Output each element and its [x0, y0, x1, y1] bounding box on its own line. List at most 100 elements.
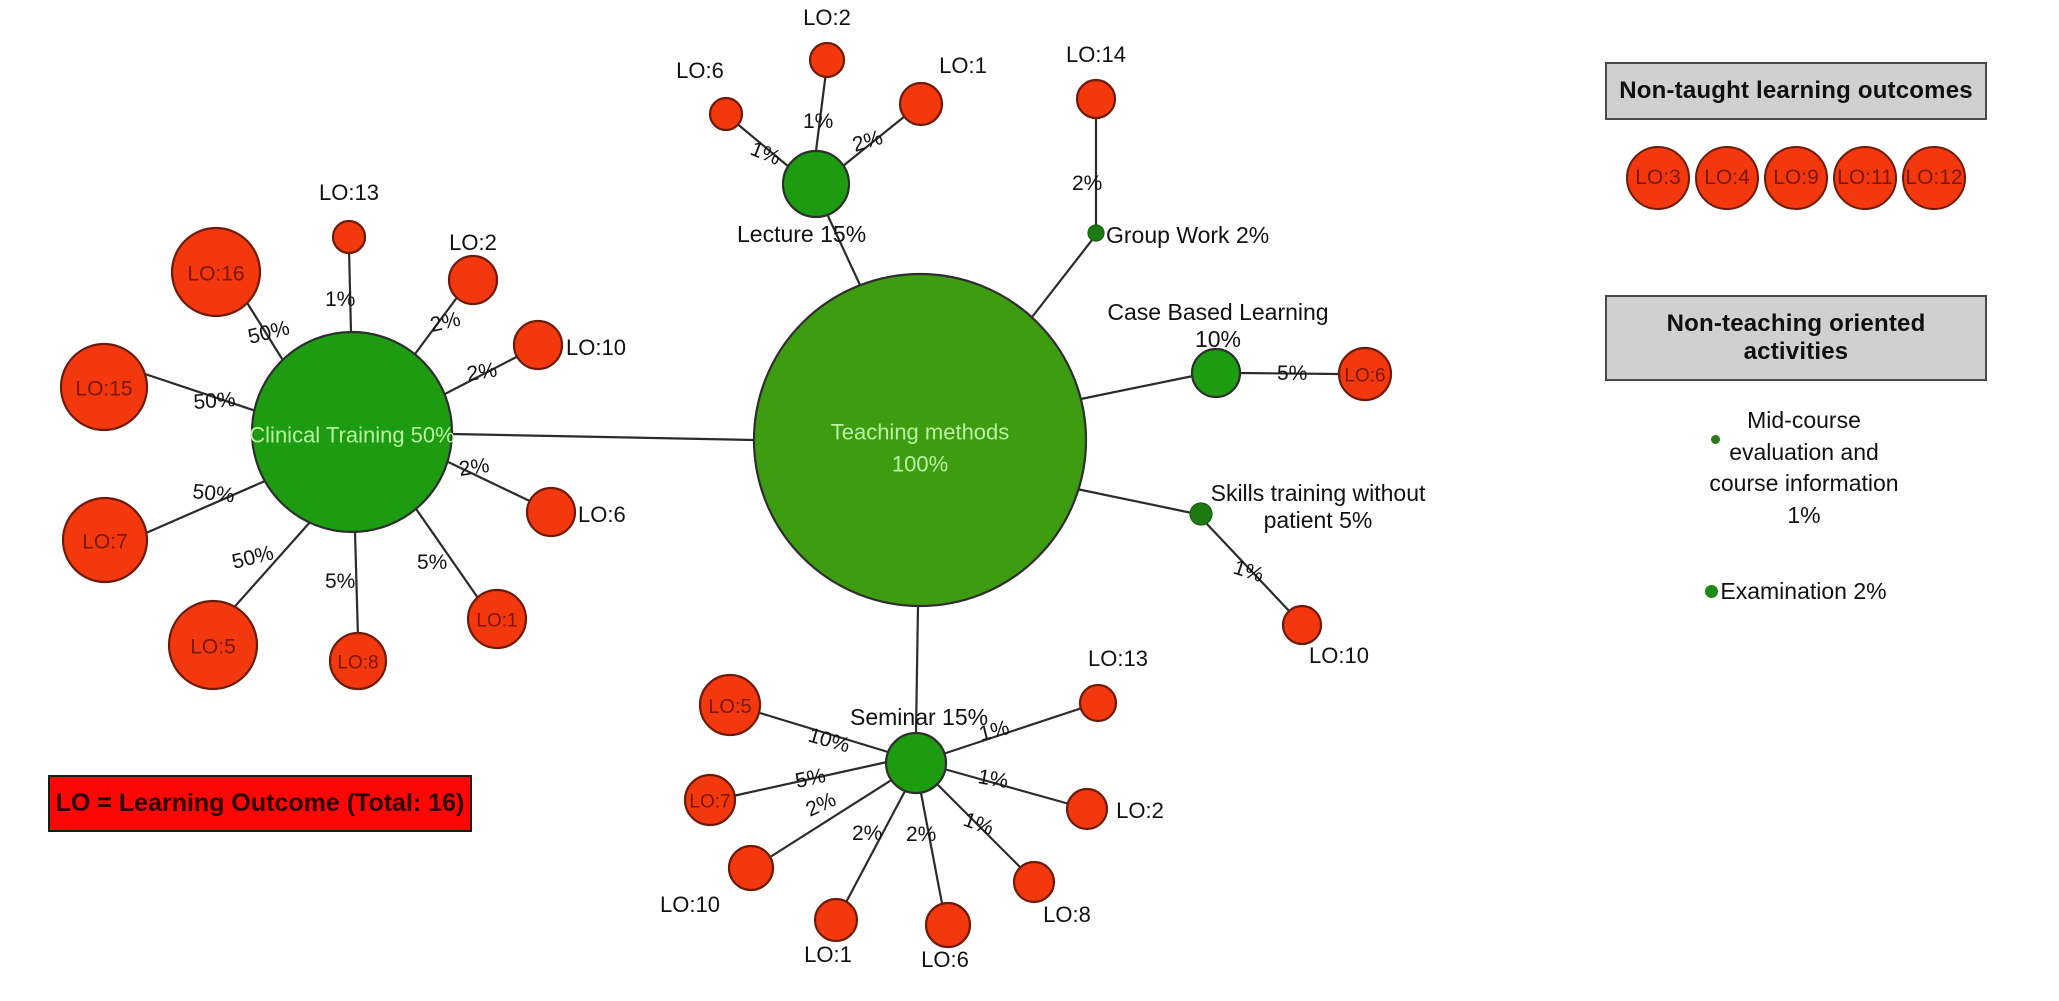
lo-node-label: LO:1 [476, 611, 517, 632]
non-taught-chip-row: LO:3 LO:4 LO:9 LO:11 LO:12 [1605, 146, 1987, 210]
lo-node-clinical-lo7[interactable] [61, 496, 149, 584]
lo-node-label: LO:2 [1116, 798, 1164, 823]
lo-node-lecture-lo6[interactable] [708, 96, 744, 132]
lo-node-clinical-lo8[interactable] [328, 631, 388, 691]
lo-node-label: LO:13 [1088, 646, 1148, 671]
lo-node-label: LO:7 [82, 531, 128, 554]
lo-node-seminar-lo5[interactable] [698, 673, 762, 737]
pct-label: 50% [246, 316, 292, 348]
activity-line: 1% [1787, 502, 1821, 529]
lo-chip[interactable]: LO:12 [1902, 146, 1966, 210]
hub-node-seminar[interactable] [884, 731, 948, 795]
lo-node-label: LO:14 [1066, 42, 1126, 67]
lo-node-label: LO:6 [1344, 366, 1385, 387]
hub-node-case-based-learning[interactable] [1190, 347, 1242, 399]
lo-node-lecture-lo2[interactable] [808, 41, 846, 79]
lo-node-label: LO:1 [939, 53, 987, 78]
clinical-pct-labels: 50% 50% 50% 50% 5% 5% 2% 2% 2% 1% [191, 288, 498, 593]
green-dot-icon [1705, 584, 1719, 598]
edge-seminar-lo1 [842, 790, 906, 909]
lo-node-label: LO:15 [75, 378, 132, 401]
lo-chip[interactable]: LO:11 [1833, 146, 1897, 210]
lo-node-clinical-lo15[interactable] [59, 342, 149, 432]
pct-label: 1% [976, 765, 1010, 793]
green-dot-icon [1711, 435, 1720, 444]
edge-hub-lecture [827, 215, 861, 286]
lo-node-label: LO:5 [708, 696, 751, 718]
pct-label: 2% [852, 822, 882, 845]
pct-label: 5% [417, 551, 447, 574]
lo-chip[interactable]: LO:9 [1764, 146, 1828, 210]
pct-label: 1% [747, 137, 784, 170]
pct-label: 5% [1277, 362, 1307, 385]
lo-node-lecture-lo1[interactable] [898, 81, 944, 127]
lo-node-clinical-lo16[interactable] [170, 226, 262, 318]
pct-label: 2% [906, 823, 936, 846]
lo-node-seminar-lo2[interactable] [1065, 787, 1109, 831]
hub-node-label: Group Work 2% [1106, 222, 1269, 248]
legend-key-box: LO = Learning Outcome (Total: 16) [48, 775, 472, 832]
seminar-pct-labels: 10% 5% 2% 2% 2% 1% 1% 1% [793, 716, 1011, 846]
pct-label: 50% [193, 388, 237, 414]
main-hub-edges [451, 215, 1194, 734]
lo-node-seminar-lo8[interactable] [1012, 860, 1056, 904]
skills-cluster-edges [1205, 522, 1293, 615]
edge-clinical-lo13 [347, 247, 353, 333]
hub-node-label: Teaching methods [831, 420, 1010, 445]
lo-node-clinical-lo5[interactable] [167, 599, 259, 691]
edge-lecture-lo1 [842, 111, 911, 167]
edge-skills-lo10 [1205, 522, 1293, 615]
lo-node-seminar-lo7[interactable] [683, 773, 737, 827]
lo-node-seminar-lo10[interactable] [727, 844, 775, 892]
hub-node-clinical-training[interactable] [250, 330, 454, 534]
lo-node-clinical-lo2[interactable] [447, 254, 499, 306]
edge-clinical-lo15 [132, 368, 257, 413]
pct-label: 1% [960, 808, 996, 840]
hub-node-label: Seminar 15% [850, 704, 988, 730]
lo-node-skills-lo10[interactable] [1281, 604, 1323, 646]
edge-cbl-lo6 [1239, 371, 1339, 376]
skills-leaf-nodes: LO:10 1% [1230, 556, 1369, 668]
lo-node-seminar-lo6[interactable] [924, 901, 972, 949]
lo-node-clinical-lo13[interactable] [331, 219, 367, 255]
edge-seminar-lo2 [943, 767, 1074, 807]
legend-key-label: LO = Learning Outcome (Total: 16) [55, 789, 465, 817]
pct-label: 2% [1072, 172, 1102, 195]
edge-seminar-lo7 [732, 760, 888, 798]
edge-hub-clinical [451, 432, 755, 442]
pct-label: 10% [806, 724, 853, 758]
lo-node-clinical-lo1[interactable] [466, 588, 528, 650]
lo-node-clinical-lo10[interactable] [512, 319, 564, 371]
activity-label: Examination 2% [1720, 577, 1887, 604]
hub-node-skills-training[interactable] [1189, 502, 1213, 526]
non-teaching-activity-list: Mid-course evaluation and course informa… [1605, 405, 1987, 605]
lo-node-seminar-lo13[interactable] [1078, 683, 1118, 723]
lo-node-clinical-lo6[interactable] [525, 486, 577, 538]
lo-node-seminar-lo1[interactable] [813, 897, 859, 943]
lo-chip[interactable]: LO:4 [1695, 146, 1759, 210]
panel-header-non-teaching: Non-teaching oriented activities [1605, 295, 1987, 381]
lo-node-label: LO:2 [449, 230, 497, 255]
clinical-leaf-nodes: LO:16 LO:15 LO:7 LO:5 LO:8 LO:1 LO:6 LO:… [59, 180, 626, 691]
lo-node-label: LO:13 [319, 180, 379, 205]
edge-clinical-lo8 [353, 531, 360, 639]
pct-label: 2% [850, 126, 886, 157]
lo-node-cbl-lo6[interactable] [1337, 346, 1393, 402]
hub-node-lecture[interactable] [781, 149, 851, 219]
hub-node-group-work[interactable] [1087, 224, 1105, 242]
lo-node-groupwork-lo14[interactable] [1075, 78, 1117, 120]
hub-node-label: 100% [892, 452, 948, 477]
activity-line: evaluation and [1729, 438, 1879, 465]
edge-hub-skills [1071, 486, 1193, 515]
lo-node-label: LO:16 [187, 263, 244, 286]
lo-chip-label: LO:11 [1837, 166, 1893, 189]
lo-chip[interactable]: LO:3 [1626, 146, 1690, 210]
lo-node-label: LO:6 [578, 502, 626, 527]
activity-line: course information [1709, 470, 1899, 497]
lo-node-label: LO:8 [337, 653, 378, 674]
seminar-cluster-edges [732, 704, 1089, 915]
hub-node-teaching-methods[interactable] [752, 272, 1088, 608]
edge-clinical-lo10 [442, 351, 527, 396]
